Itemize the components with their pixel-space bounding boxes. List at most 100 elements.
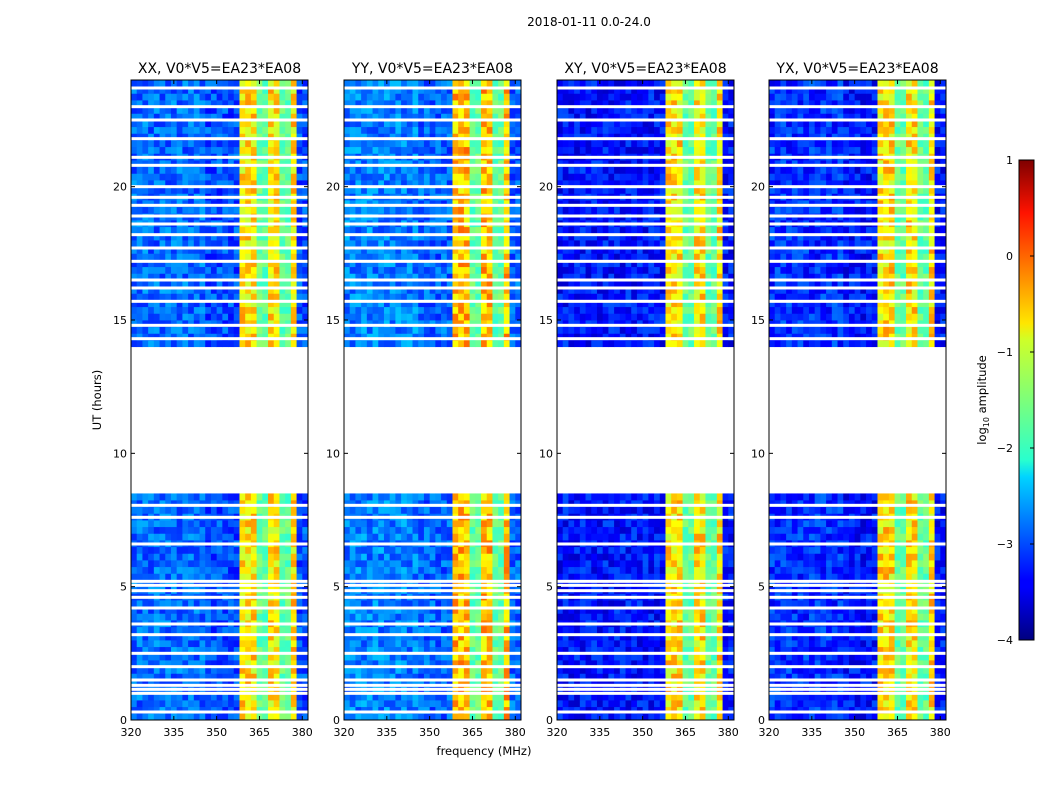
heatmap-cell [148,706,155,714]
heatmap-cell [302,560,309,568]
heatmap-cell [228,713,235,721]
heatmap-cell [136,140,143,148]
heatmap-cell [469,613,476,621]
heatmap-cell [366,260,373,268]
heatmap-cell [372,326,379,334]
heatmap-cell [250,186,258,194]
heatmap-cell [148,333,155,341]
heatmap-cell [452,300,459,308]
heatmap-cell [676,700,684,708]
heatmap-cell [279,306,286,314]
heatmap-cell [395,500,402,508]
heatmap-cell [481,320,488,328]
heatmap-cell [153,126,160,134]
heatmap-cell [481,173,488,181]
heatmap-cell [515,233,522,241]
flagged-row [131,579,308,583]
heatmap-cell [165,700,172,708]
flagged-row [344,195,521,199]
heatmap-cell [245,80,252,88]
heatmap-cell [268,313,275,321]
heatmap-cell [492,80,499,88]
heatmap-cell [344,673,351,681]
heatmap-cell [273,146,280,154]
heatmap-cell [441,320,448,328]
heatmap-cell [193,253,200,261]
heatmap-cell [458,693,465,701]
heatmap-cell [498,293,505,301]
heatmap-cell [642,693,649,701]
heatmap-cell [205,286,212,294]
heatmap-cell [273,293,280,301]
heatmap-cell [159,226,166,234]
heatmap-cell [423,260,431,268]
heatmap-cell [228,693,235,701]
heatmap-cell [636,660,644,668]
heatmap-cell [395,280,402,288]
heatmap-cell [378,173,385,181]
heatmap-cell [412,133,419,141]
heatmap-cell [273,313,280,321]
heatmap-cell [148,606,155,614]
heatmap-cell [383,160,391,168]
heatmap-cell [355,633,362,641]
heatmap-cell [188,533,195,541]
heatmap-cell [486,226,493,234]
heatmap-cell [153,566,160,574]
heatmap-cell [165,80,172,88]
heatmap-cell [498,126,505,134]
heatmap-cell [216,613,223,621]
heatmap-cell [176,113,183,121]
heatmap-cell [349,660,356,668]
heatmap-cell [446,280,453,288]
heatmap-cell [378,320,385,328]
heatmap-cell [515,200,522,208]
heatmap-cell [469,340,476,348]
heatmap-cell [486,266,493,274]
heatmap-cell [233,646,240,654]
heatmap-cell [378,526,385,534]
heatmap-cell [469,546,476,554]
heatmap-cell [498,560,505,568]
heatmap-cell [401,640,408,648]
heatmap-cell [492,640,499,648]
heatmap-cell [441,340,448,348]
heatmap-cell [515,566,522,574]
heatmap-cell [361,300,368,308]
heatmap-cell [142,253,149,261]
heatmap-cell [349,206,356,214]
heatmap-cell [233,680,240,688]
heatmap-cell [210,613,218,621]
heatmap-cell [716,713,723,721]
heatmap-cell [401,606,408,614]
heatmap-cell [131,340,138,348]
heatmap-cell [131,573,138,581]
heatmap-cell [591,706,598,714]
heatmap-cell [509,173,516,181]
heatmap-cell [228,493,235,501]
heatmap-cell [458,86,465,94]
heatmap-cell [210,626,218,634]
heatmap-cell [389,613,396,621]
heatmap-cell [188,160,195,168]
heatmap-cell [412,100,419,108]
heatmap-cell [481,493,488,501]
heatmap-cell [296,266,303,274]
heatmap-cell [401,160,408,168]
heatmap-cell [262,273,269,281]
heatmap-cell [401,580,408,588]
heatmap-cell [188,693,195,701]
heatmap-cell [699,713,706,721]
heatmap-cell [498,606,505,614]
heatmap-cell [245,280,252,288]
heatmap-cell [233,173,240,181]
heatmap-cell [302,533,309,541]
heatmap-cell [250,206,258,214]
heatmap-cell [256,306,263,314]
heatmap-cell [475,520,482,528]
heatmap-cell [361,186,368,194]
heatmap-cell [233,100,240,108]
heatmap-cell [728,693,735,701]
heatmap-cell [418,166,425,174]
heatmap-cell [159,666,166,674]
